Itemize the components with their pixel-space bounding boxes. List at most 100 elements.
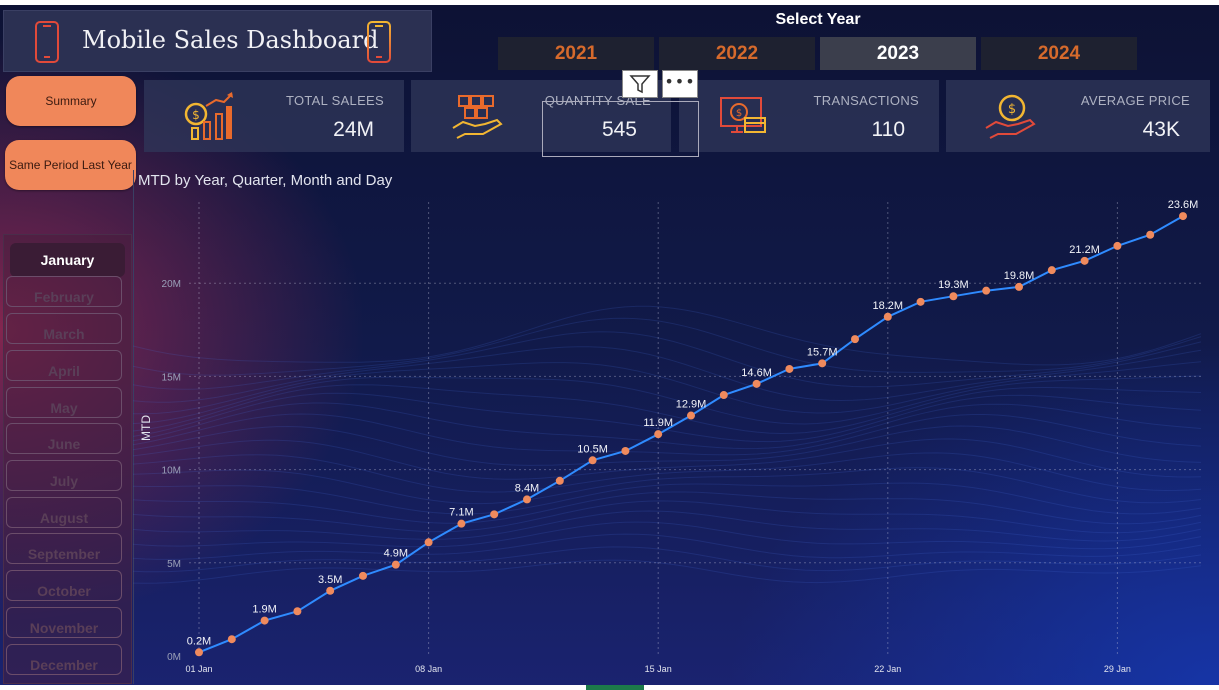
month-item-march[interactable]: March: [6, 313, 122, 344]
month-item-january[interactable]: January: [10, 243, 125, 277]
title-box: Mobile Sales Dashboard: [3, 10, 432, 72]
data-point: [719, 391, 728, 400]
data-point: [457, 519, 466, 528]
kpi-card-average-price: $ AVERAGE PRICE 43K: [946, 80, 1210, 152]
data-point: [621, 446, 630, 455]
visual-filter-button[interactable]: [622, 70, 658, 98]
chart-panel: [133, 170, 1210, 684]
y-axis-label: MTD: [139, 415, 153, 441]
data-point: [293, 607, 302, 616]
payment-screen-icon: $: [720, 97, 766, 133]
kpi-label: TOTAL SALEES: [285, 93, 384, 108]
month-item-may[interactable]: May: [6, 387, 122, 418]
chart-title: MTD by Year, Quarter, Month and Day: [138, 172, 393, 189]
data-point: [588, 456, 597, 465]
data-point: [391, 560, 400, 569]
data-label: 11.9M: [643, 417, 673, 429]
data-label: 23.6M: [1168, 199, 1199, 211]
data-point: [851, 335, 859, 344]
month-item-june[interactable]: June: [6, 423, 122, 454]
year-button-2021[interactable]: 2021: [498, 37, 654, 70]
sheet-tab-indicator: [586, 685, 644, 690]
kpi-label: AVERAGE PRICE: [1080, 93, 1190, 108]
data-point: [490, 510, 499, 519]
data-point: [227, 635, 236, 644]
y-tick-label: 15M: [162, 372, 181, 383]
month-slicer: [3, 234, 132, 684]
year-button-2022[interactable]: 2022: [659, 37, 815, 70]
data-label: 21.2M: [1069, 244, 1100, 256]
y-tick-label: 20M: [162, 279, 181, 290]
month-item-april[interactable]: April: [6, 350, 122, 381]
data-point: [949, 292, 958, 301]
data-label: 19.8M: [1004, 270, 1035, 282]
coin-hand-icon: $: [985, 94, 1036, 139]
x-tick-label: 08 Jan: [415, 664, 442, 674]
data-label: 3.5M: [318, 574, 342, 586]
month-item-july[interactable]: July: [6, 460, 122, 491]
data-label: 12.9M: [676, 399, 707, 411]
month-item-october[interactable]: October: [6, 570, 122, 601]
data-point: [1015, 282, 1023, 291]
data-label: 0.2M: [187, 635, 211, 647]
data-label: 1.9M: [252, 604, 276, 616]
month-item-september[interactable]: September: [6, 533, 122, 564]
phone-icon: [35, 21, 59, 63]
month-item-november[interactable]: November: [6, 607, 122, 638]
svg-text:$: $: [736, 108, 742, 119]
month-item-february[interactable]: February: [6, 276, 122, 307]
y-tick-label: 10M: [162, 466, 181, 477]
data-point: [982, 286, 991, 295]
boxes-hand-icon: [452, 95, 503, 139]
data-label: 7.1M: [449, 507, 473, 519]
x-tick-label: 01 Jan: [185, 664, 212, 674]
data-point: [818, 359, 827, 368]
mtd-line-chart[interactable]: 0M 5M 10M 15M 20M 01 Jan 08 Jan 15 Jan 22 Jan 29 …: [133, 190, 1210, 684]
background-mesh: [133, 305, 1202, 584]
same-period-last-year-button[interactable]: Same Period Last Year: [5, 140, 136, 190]
data-point: [883, 312, 892, 321]
kpi-value: 110: [871, 118, 905, 141]
data-point: [1080, 256, 1089, 265]
data-point: [326, 586, 335, 595]
data-label: 8.4M: [515, 482, 539, 494]
data-point: [752, 379, 761, 388]
data-point: [916, 297, 925, 306]
svg-text:$: $: [192, 108, 200, 122]
year-button-2023[interactable]: 2023: [820, 37, 976, 70]
data-point: [1047, 266, 1056, 275]
window-bottom-edge: [0, 685, 1219, 690]
data-label: 4.9M: [384, 548, 408, 560]
kpi-card-transactions: $ TRANSACTIONS 110: [679, 80, 939, 152]
data-label: 19.3M: [938, 279, 969, 291]
data-point: [785, 364, 794, 373]
data-point: [654, 430, 663, 439]
data-point: [195, 648, 203, 657]
window-top-edge: [0, 0, 1219, 5]
kpi-value: 24M: [333, 118, 374, 141]
kpi-value: 545: [601, 118, 637, 141]
data-point: [1179, 212, 1187, 221]
x-tick-label: 22 Jan: [874, 664, 901, 674]
money-growth-icon: $: [184, 92, 233, 140]
x-tick-label: 29 Jan: [1104, 664, 1131, 674]
kpi-card-total-sales: $ TOTAL SALEES 24M: [144, 80, 404, 152]
svg-text:$: $: [1008, 102, 1016, 117]
data-point: [1146, 230, 1155, 239]
data-point: [687, 411, 695, 420]
selection-outline: [542, 101, 699, 157]
dashboard-title: Mobile Sales Dashboard: [82, 26, 379, 54]
data-point: [424, 538, 433, 547]
data-point: [523, 495, 531, 504]
more-options-button[interactable]: •••: [662, 70, 698, 98]
year-button-2024[interactable]: 2024: [981, 37, 1137, 70]
data-point: [359, 571, 367, 580]
data-label: 10.5M: [577, 443, 608, 455]
summary-button[interactable]: Summary: [6, 76, 136, 126]
month-item-august[interactable]: August: [6, 497, 122, 528]
y-tick-label: 5M: [167, 559, 181, 570]
month-item-december[interactable]: December: [6, 644, 122, 675]
data-point: [555, 476, 564, 485]
x-tick-label: 15 Jan: [645, 664, 672, 674]
data-point: [260, 616, 269, 625]
